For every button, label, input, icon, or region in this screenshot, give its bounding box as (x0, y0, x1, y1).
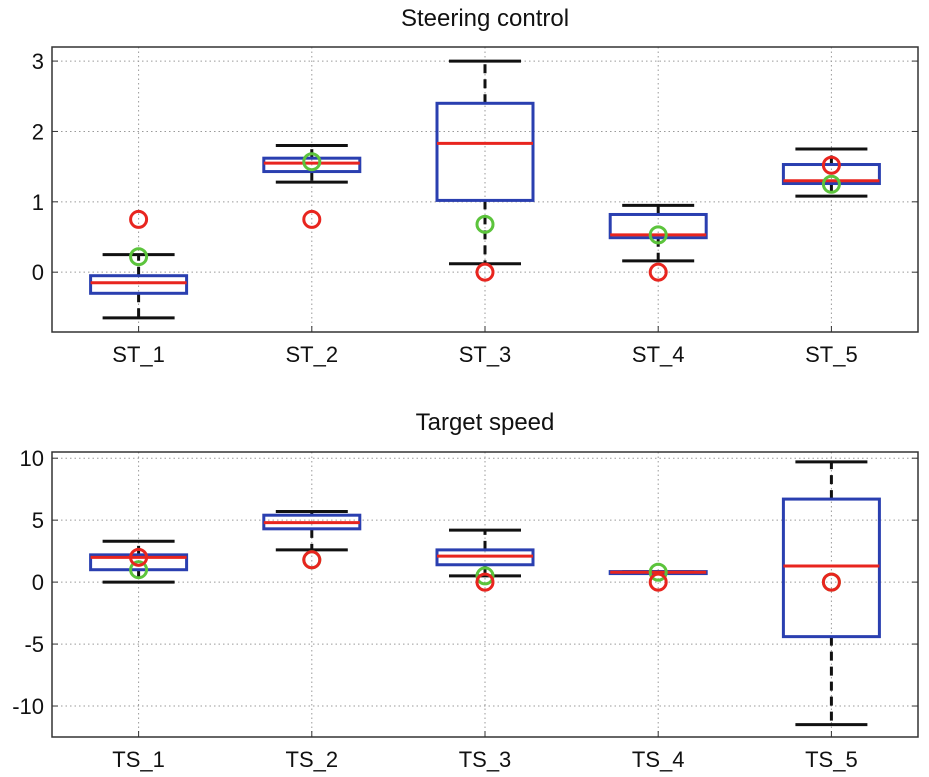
green-marker (129, 560, 149, 580)
x-tick-label: TS_4 (632, 747, 685, 772)
red-marker (302, 209, 322, 229)
iqr-box (781, 163, 881, 186)
box-ts-2 (262, 509, 362, 570)
red-marker (821, 572, 841, 592)
box-st-3 (435, 59, 535, 282)
box-st-2 (262, 144, 362, 229)
y-tick-label: 2 (32, 119, 44, 144)
y-tick-label: 0 (32, 260, 44, 285)
x-tick-label: ST_3 (459, 342, 512, 367)
green-marker (648, 225, 668, 245)
iqr-box (89, 553, 189, 572)
iqr-box (435, 101, 535, 202)
red-marker (302, 550, 322, 570)
green-marker (475, 566, 495, 586)
green-marker (475, 214, 495, 234)
green-marker (648, 562, 668, 582)
x-tick-label: ST_1 (112, 342, 165, 367)
red-marker (821, 155, 841, 175)
iqr-box (608, 212, 708, 240)
y-tick-label: -10 (12, 694, 44, 719)
green-marker (129, 247, 149, 267)
x-tick-label: ST_2 (286, 342, 339, 367)
box-ts-3 (435, 528, 535, 592)
red-marker (648, 572, 668, 592)
green-marker (302, 152, 322, 172)
y-tick-label: 1 (32, 190, 44, 215)
y-tick-label: 5 (32, 508, 44, 533)
y-tick-label: 10 (20, 446, 44, 471)
iqr-box (89, 274, 189, 295)
x-tick-label: TS_5 (805, 747, 858, 772)
red-marker (475, 262, 495, 282)
iqr-box (262, 156, 362, 174)
box-st-5 (781, 147, 881, 198)
x-tick-label: ST_4 (632, 342, 685, 367)
box-ts-4 (608, 562, 708, 592)
axes-frame (51, 46, 919, 333)
axes-frame (51, 451, 919, 738)
x-tick-label: TS_2 (286, 747, 339, 772)
green-marker (821, 174, 841, 194)
red-marker (129, 547, 149, 567)
box-ts-5 (781, 460, 881, 727)
y-tick-label: 0 (32, 570, 44, 595)
box-ts-1 (89, 539, 189, 584)
y-tick-label: -5 (24, 632, 44, 657)
red-marker (129, 209, 149, 229)
chart-title: Steering control (401, 5, 569, 32)
x-tick-label: TS_3 (459, 747, 512, 772)
box-st-4 (608, 203, 708, 282)
iqr-box (781, 497, 881, 639)
steering-control-panel: Steering control 0 1 2 3 ST_1 ST_2 ST_3 ST_4 ST_5 (32, 5, 919, 367)
target-speed-panel: Target speed -10 -5 0 5 10 TS_1 TS_2 TS_3 TS_4 TS_… (12, 409, 919, 772)
box-st-1 (89, 209, 189, 320)
x-tick-label: TS_1 (112, 747, 165, 772)
red-marker (648, 262, 668, 282)
y-tick-label: 3 (32, 49, 44, 74)
chart-title: Target speed (416, 409, 555, 436)
x-tick-label: ST_5 (805, 342, 858, 367)
red-marker (475, 572, 495, 592)
